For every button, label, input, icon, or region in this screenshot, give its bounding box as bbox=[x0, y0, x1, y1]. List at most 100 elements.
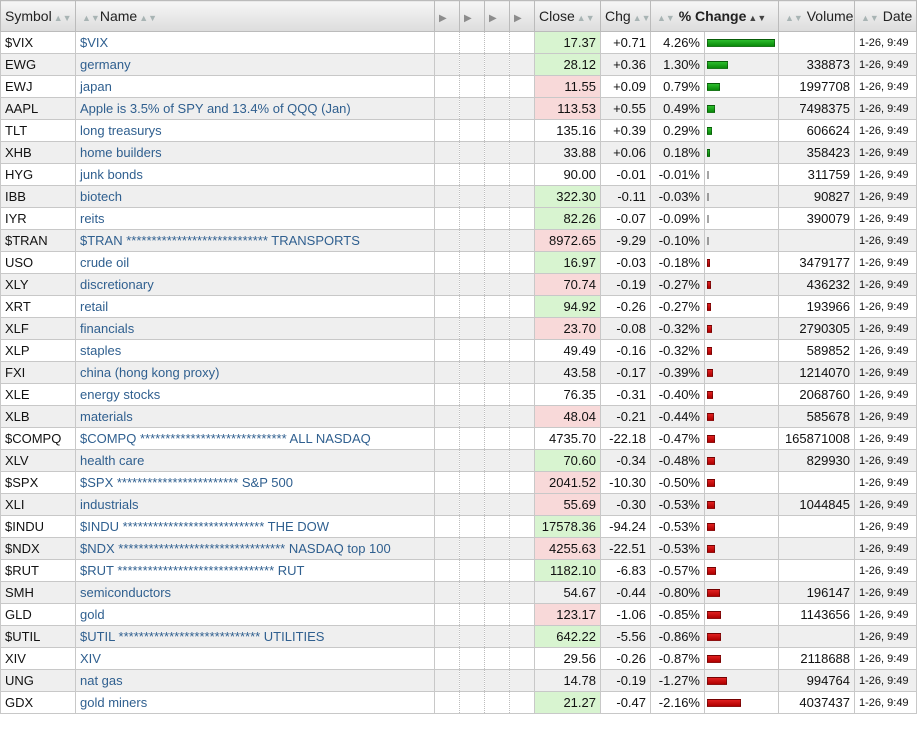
name-link[interactable]: home builders bbox=[75, 141, 435, 164]
table-row[interactable]: $SPX $SPX ************************ S&P 5… bbox=[0, 471, 918, 494]
volume-column-header[interactable]: ▲▼ Volume▲▼ bbox=[778, 0, 856, 32]
table-row[interactable]: IBB biotech 322.30 -0.11 -0.03% 90827 1-… bbox=[0, 185, 918, 208]
symbol-cell[interactable]: XRT bbox=[0, 295, 76, 318]
table-row[interactable]: USO crude oil 16.97 -0.03 -0.18% 3479177… bbox=[0, 251, 918, 274]
name-link[interactable]: discretionary bbox=[75, 273, 435, 296]
name-link[interactable]: nat gas bbox=[75, 669, 435, 692]
name-link[interactable]: $SPX ************************ S&P 500 bbox=[75, 471, 435, 494]
name-link[interactable]: financials bbox=[75, 317, 435, 340]
symbol-cell[interactable]: XLB bbox=[0, 405, 76, 428]
name-link[interactable]: junk bonds bbox=[75, 163, 435, 186]
date-column-header[interactable]: ▲▼ Date▲▼ bbox=[854, 0, 918, 32]
symbol-cell[interactable]: SMH bbox=[0, 581, 76, 604]
name-link[interactable]: $VIX bbox=[75, 31, 435, 54]
symbol-cell[interactable]: XLE bbox=[0, 383, 76, 406]
symbol-cell[interactable]: GDX bbox=[0, 691, 76, 714]
name-link[interactable]: $UTIL **************************** UTILI… bbox=[75, 625, 435, 648]
plot-column-header-4[interactable]: ▶ bbox=[509, 0, 535, 32]
name-link[interactable]: staples bbox=[75, 339, 435, 362]
table-row[interactable]: $NDX $NDX ******************************… bbox=[0, 537, 918, 560]
symbol-cell[interactable]: XLV bbox=[0, 449, 76, 472]
plot-column-header-1[interactable]: ▶ bbox=[434, 0, 460, 32]
symbol-cell[interactable]: IYR bbox=[0, 207, 76, 230]
symbol-cell[interactable]: $SPX bbox=[0, 471, 76, 494]
symbol-cell[interactable]: $TRAN bbox=[0, 229, 76, 252]
table-row[interactable]: $TRAN $TRAN ****************************… bbox=[0, 229, 918, 252]
table-row[interactable]: $VIX $VIX 17.37 +0.71 4.26% 1-26, 9:49 bbox=[0, 31, 918, 54]
table-row[interactable]: XLI industrials 55.69 -0.30 -0.53% 10448… bbox=[0, 493, 918, 516]
table-row[interactable]: XLV health care 70.60 -0.34 -0.48% 82993… bbox=[0, 449, 918, 472]
symbol-cell[interactable]: EWJ bbox=[0, 75, 76, 98]
plot-column-header-2[interactable]: ▶ bbox=[459, 0, 485, 32]
table-row[interactable]: XLF financials 23.70 -0.08 -0.32% 279030… bbox=[0, 317, 918, 340]
symbol-cell[interactable]: $INDU bbox=[0, 515, 76, 538]
symbol-cell[interactable]: IBB bbox=[0, 185, 76, 208]
name-link[interactable]: $COMPQ ***************************** ALL… bbox=[75, 427, 435, 450]
name-link[interactable]: crude oil bbox=[75, 251, 435, 274]
symbol-cell[interactable]: XLY bbox=[0, 273, 76, 296]
name-link[interactable]: japan bbox=[75, 75, 435, 98]
name-link[interactable]: Apple is 3.5% of SPY and 13.4% of QQQ (J… bbox=[75, 97, 435, 120]
table-row[interactable]: AAPL Apple is 3.5% of SPY and 13.4% of Q… bbox=[0, 97, 918, 120]
name-link[interactable]: retail bbox=[75, 295, 435, 318]
table-row[interactable]: SMH semiconductors 54.67 -0.44 -0.80% 19… bbox=[0, 581, 918, 604]
table-row[interactable]: EWG germany 28.12 +0.36 1.30% 338873 1-2… bbox=[0, 53, 918, 76]
table-row[interactable]: FXI china (hong kong proxy) 43.58 -0.17 … bbox=[0, 361, 918, 384]
symbol-cell[interactable]: AAPL bbox=[0, 97, 76, 120]
table-row[interactable]: $RUT $RUT ******************************… bbox=[0, 559, 918, 582]
symbol-cell[interactable]: XLP bbox=[0, 339, 76, 362]
pct-change-column-header[interactable]: ▲▼ % Change ▲▼ bbox=[649, 0, 780, 32]
table-row[interactable]: EWJ japan 11.55 +0.09 0.79% 1997708 1-26… bbox=[0, 75, 918, 98]
table-row[interactable]: GLD gold 123.17 -1.06 -0.85% 1143656 1-2… bbox=[0, 603, 918, 626]
table-row[interactable]: $UTIL $UTIL ****************************… bbox=[0, 625, 918, 648]
plot-column-header-3[interactable]: ▶ bbox=[484, 0, 510, 32]
symbol-cell[interactable]: $UTIL bbox=[0, 625, 76, 648]
symbol-cell[interactable]: $RUT bbox=[0, 559, 76, 582]
name-link[interactable]: energy stocks bbox=[75, 383, 435, 406]
symbol-cell[interactable]: USO bbox=[0, 251, 76, 274]
name-link[interactable]: long treasurys bbox=[75, 119, 435, 142]
symbol-cell[interactable]: FXI bbox=[0, 361, 76, 384]
name-link[interactable]: $NDX ********************************* N… bbox=[75, 537, 435, 560]
table-row[interactable]: UNG nat gas 14.78 -0.19 -1.27% 994764 1-… bbox=[0, 669, 918, 692]
table-row[interactable]: XLY discretionary 70.74 -0.19 -0.27% 436… bbox=[0, 273, 918, 296]
symbol-cell[interactable]: TLT bbox=[0, 119, 76, 142]
name-link[interactable]: $RUT ******************************* RUT bbox=[75, 559, 435, 582]
name-link[interactable]: $INDU **************************** THE D… bbox=[75, 515, 435, 538]
name-link[interactable]: biotech bbox=[75, 185, 435, 208]
table-row[interactable]: XRT retail 94.92 -0.26 -0.27% 193966 1-2… bbox=[0, 295, 918, 318]
symbol-cell[interactable]: HYG bbox=[0, 163, 76, 186]
table-row[interactable]: XLB materials 48.04 -0.21 -0.44% 585678 … bbox=[0, 405, 918, 428]
table-row[interactable]: XLP staples 49.49 -0.16 -0.32% 589852 1-… bbox=[0, 339, 918, 362]
symbol-cell[interactable]: GLD bbox=[0, 603, 76, 626]
symbol-cell[interactable]: XLI bbox=[0, 493, 76, 516]
name-column-header[interactable]: ▲▼Name ▲▼ bbox=[75, 0, 435, 32]
name-link[interactable]: $TRAN **************************** TRANS… bbox=[75, 229, 435, 252]
symbol-cell[interactable]: XLF bbox=[0, 317, 76, 340]
name-link[interactable]: materials bbox=[75, 405, 435, 428]
symbol-cell[interactable]: XIV bbox=[0, 647, 76, 670]
table-row[interactable]: GDX gold miners 21.27 -0.47 -2.16% 40374… bbox=[0, 691, 918, 714]
table-row[interactable]: $INDU $INDU ****************************… bbox=[0, 515, 918, 538]
symbol-cell[interactable]: XHB bbox=[0, 141, 76, 164]
chg-column-header[interactable]: Chg ▲▼ bbox=[600, 0, 651, 32]
table-row[interactable]: XLE energy stocks 76.35 -0.31 -0.40% 206… bbox=[0, 383, 918, 406]
symbol-cell[interactable]: $VIX bbox=[0, 31, 76, 54]
name-link[interactable]: china (hong kong proxy) bbox=[75, 361, 435, 384]
table-row[interactable]: IYR reits 82.26 -0.07 -0.09% 390079 1-26… bbox=[0, 207, 918, 230]
close-column-header[interactable]: Close ▲▼ bbox=[534, 0, 601, 32]
name-link[interactable]: gold bbox=[75, 603, 435, 626]
name-link[interactable]: germany bbox=[75, 53, 435, 76]
symbol-column-header[interactable]: Symbol ▲▼ bbox=[0, 0, 76, 32]
table-row[interactable]: XIV XIV 29.56 -0.26 -0.87% 2118688 1-26,… bbox=[0, 647, 918, 670]
name-link[interactable]: health care bbox=[75, 449, 435, 472]
table-row[interactable]: XHB home builders 33.88 +0.06 0.18% 3584… bbox=[0, 141, 918, 164]
table-row[interactable]: $COMPQ $COMPQ **************************… bbox=[0, 427, 918, 450]
symbol-cell[interactable]: $NDX bbox=[0, 537, 76, 560]
symbol-cell[interactable]: EWG bbox=[0, 53, 76, 76]
name-link[interactable]: reits bbox=[75, 207, 435, 230]
name-link[interactable]: XIV bbox=[75, 647, 435, 670]
symbol-cell[interactable]: UNG bbox=[0, 669, 76, 692]
symbol-cell[interactable]: $COMPQ bbox=[0, 427, 76, 450]
name-link[interactable]: semiconductors bbox=[75, 581, 435, 604]
